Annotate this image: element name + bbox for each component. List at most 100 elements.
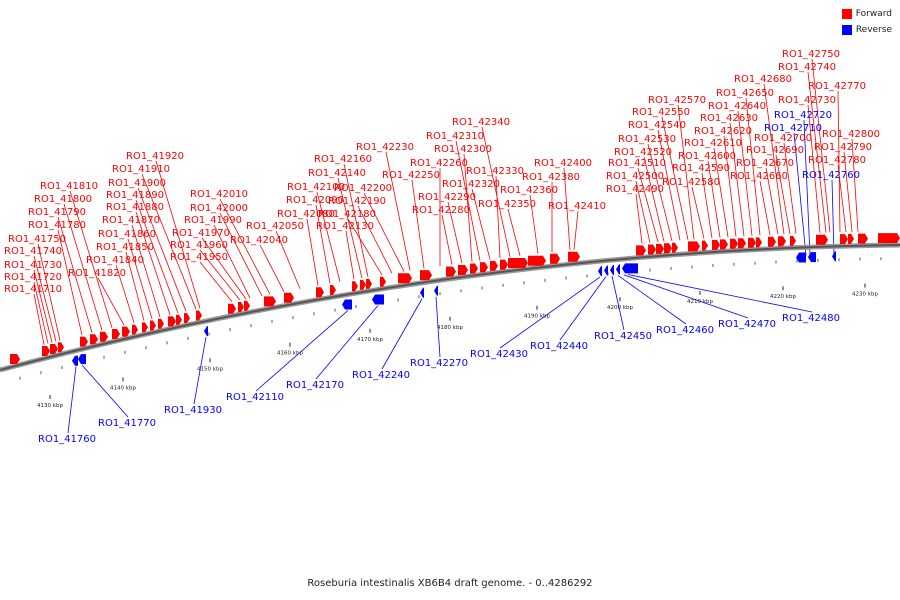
forward-leader-line <box>63 203 103 331</box>
backbone <box>0 244 900 371</box>
reverse-gene-label: RO1_42440 <box>530 341 588 352</box>
forward-gene-label: RO1_41720 <box>4 272 62 283</box>
forward-leader-line <box>635 180 651 243</box>
reverse-leader-line <box>627 274 813 313</box>
forward-leader-line <box>357 205 393 274</box>
forward-leader-line <box>135 199 179 314</box>
forward-gene-label: RO1_42530 <box>618 134 676 145</box>
forward-gene-arrow <box>284 292 294 303</box>
forward-gene-label: RO1_41960 <box>170 240 228 251</box>
forward-leader-line <box>219 212 263 297</box>
forward-gene-arrow <box>228 303 236 314</box>
forward-leader-line <box>219 198 271 295</box>
tick-label: 4140 kbp <box>110 385 136 391</box>
forward-gene-arrow <box>730 238 738 249</box>
reverse-gene-arrow <box>598 266 602 277</box>
reverse-leader-line <box>611 275 625 331</box>
forward-leader-line <box>481 126 511 258</box>
forward-gene-arrow <box>470 263 478 274</box>
forward-gene-label: RO1_42190 <box>328 196 386 207</box>
forward-leader-line <box>131 224 161 318</box>
forward-leader-line <box>763 83 785 235</box>
tick-label: 4150 kbp <box>197 366 223 372</box>
reverse-gene-label: RO1_42720 <box>774 110 832 121</box>
forward-gene-label: RO1_42090 <box>286 195 344 206</box>
forward-gene-arrow <box>636 245 646 256</box>
forward-leader-line <box>691 186 705 239</box>
forward-gene-label: RO1_42250 <box>382 170 440 181</box>
reverse-leader-line <box>81 364 129 418</box>
forward-gene-arrow <box>568 251 580 262</box>
reverse-leader-line <box>559 276 607 341</box>
forward-leader-line <box>337 177 363 279</box>
forward-gene-label: RO1_42180 <box>318 209 376 220</box>
forward-leader-line <box>37 243 61 341</box>
forward-gene-arrow <box>158 318 164 329</box>
forward-leader-line <box>201 237 247 300</box>
forward-leader-line <box>759 180 771 235</box>
forward-leader-line <box>199 249 241 301</box>
forward-leader-line <box>385 151 411 271</box>
forward-leader-line <box>33 281 49 344</box>
gene-features <box>0 233 900 373</box>
reverse-gene-label: RO1_42240 <box>352 370 410 381</box>
forward-gene-label: RO1_42630 <box>700 113 758 124</box>
reverse-gene-arrow <box>420 287 424 298</box>
reverse-gene-arrow <box>78 354 86 365</box>
forward-gene-label: RO1_42570 <box>648 95 706 106</box>
reverse-leader-line <box>803 119 811 256</box>
forward-leader-line <box>135 211 171 315</box>
forward-gene-label: RO1_41740 <box>4 246 62 257</box>
forward-gene-arrow <box>458 264 468 275</box>
forward-gene-label: RO1_42590 <box>672 163 730 174</box>
forward-gene-arrow <box>550 253 560 264</box>
forward-gene-label: RO1_42520 <box>614 147 672 158</box>
forward-leader-line <box>563 167 571 251</box>
forward-gene-arrow <box>100 331 108 342</box>
reverse-gene-label: RO1_41770 <box>98 418 156 429</box>
forward-leader-line <box>851 138 859 232</box>
forward-gene-arrow <box>398 273 412 284</box>
forward-gene-label: RO1_42410 <box>548 201 606 212</box>
forward-gene-label: RO1_42380 <box>522 172 580 183</box>
forward-gene-label: RO1_41790 <box>28 207 86 218</box>
forward-gene-arrow <box>648 244 656 255</box>
forward-gene-label: RO1_42140 <box>308 168 366 179</box>
forward-gene-arrow <box>366 278 372 289</box>
reverse-gene-label: RO1_42760 <box>802 170 860 181</box>
forward-leader-line <box>637 167 659 243</box>
forward-leader-line <box>115 264 135 323</box>
reverse-leader-line <box>623 274 749 319</box>
forward-gene-label: RO1_42500 <box>606 171 664 182</box>
forward-leader-line <box>775 154 791 235</box>
forward-gene-label: RO1_42640 <box>708 101 766 112</box>
reverse-gene-arrow <box>72 355 78 366</box>
forward-leader-line <box>837 164 847 233</box>
forward-gene-label: RO1_42320 <box>442 179 500 190</box>
forward-gene-label: RO1_42280 <box>412 205 470 216</box>
forward-leader-line <box>306 218 319 286</box>
reverse-gene-arrow <box>610 264 614 275</box>
forward-gene-label: RO1_42000 <box>190 203 248 214</box>
reverse-gene-label: RO1_42480 <box>782 313 840 324</box>
forward-gene-label: RO1_42130 <box>316 221 374 232</box>
forward-leader-line <box>363 192 405 272</box>
forward-leader-line <box>495 175 501 259</box>
forward-leader-line <box>125 251 145 321</box>
forward-gene-label: RO1_42740 <box>778 62 836 73</box>
reverse-gene-arrow <box>434 285 438 296</box>
forward-leader-line <box>723 135 737 237</box>
reverse-leader-line <box>67 366 77 434</box>
forward-leader-line <box>661 116 689 240</box>
tick-label: 4170 kbp <box>357 337 383 343</box>
forward-leader-line <box>347 218 383 276</box>
forward-gene-arrow <box>380 276 386 287</box>
reverse-gene-label: RO1_42450 <box>594 331 652 342</box>
forward-leader-line <box>807 71 827 233</box>
forward-gene-arrow <box>150 320 156 331</box>
forward-gene-label: RO1_41750 <box>8 234 66 245</box>
forward-gene-arrow <box>184 313 190 324</box>
tick-label: 4160 kbp <box>277 351 303 357</box>
forward-leader-line <box>345 230 355 280</box>
